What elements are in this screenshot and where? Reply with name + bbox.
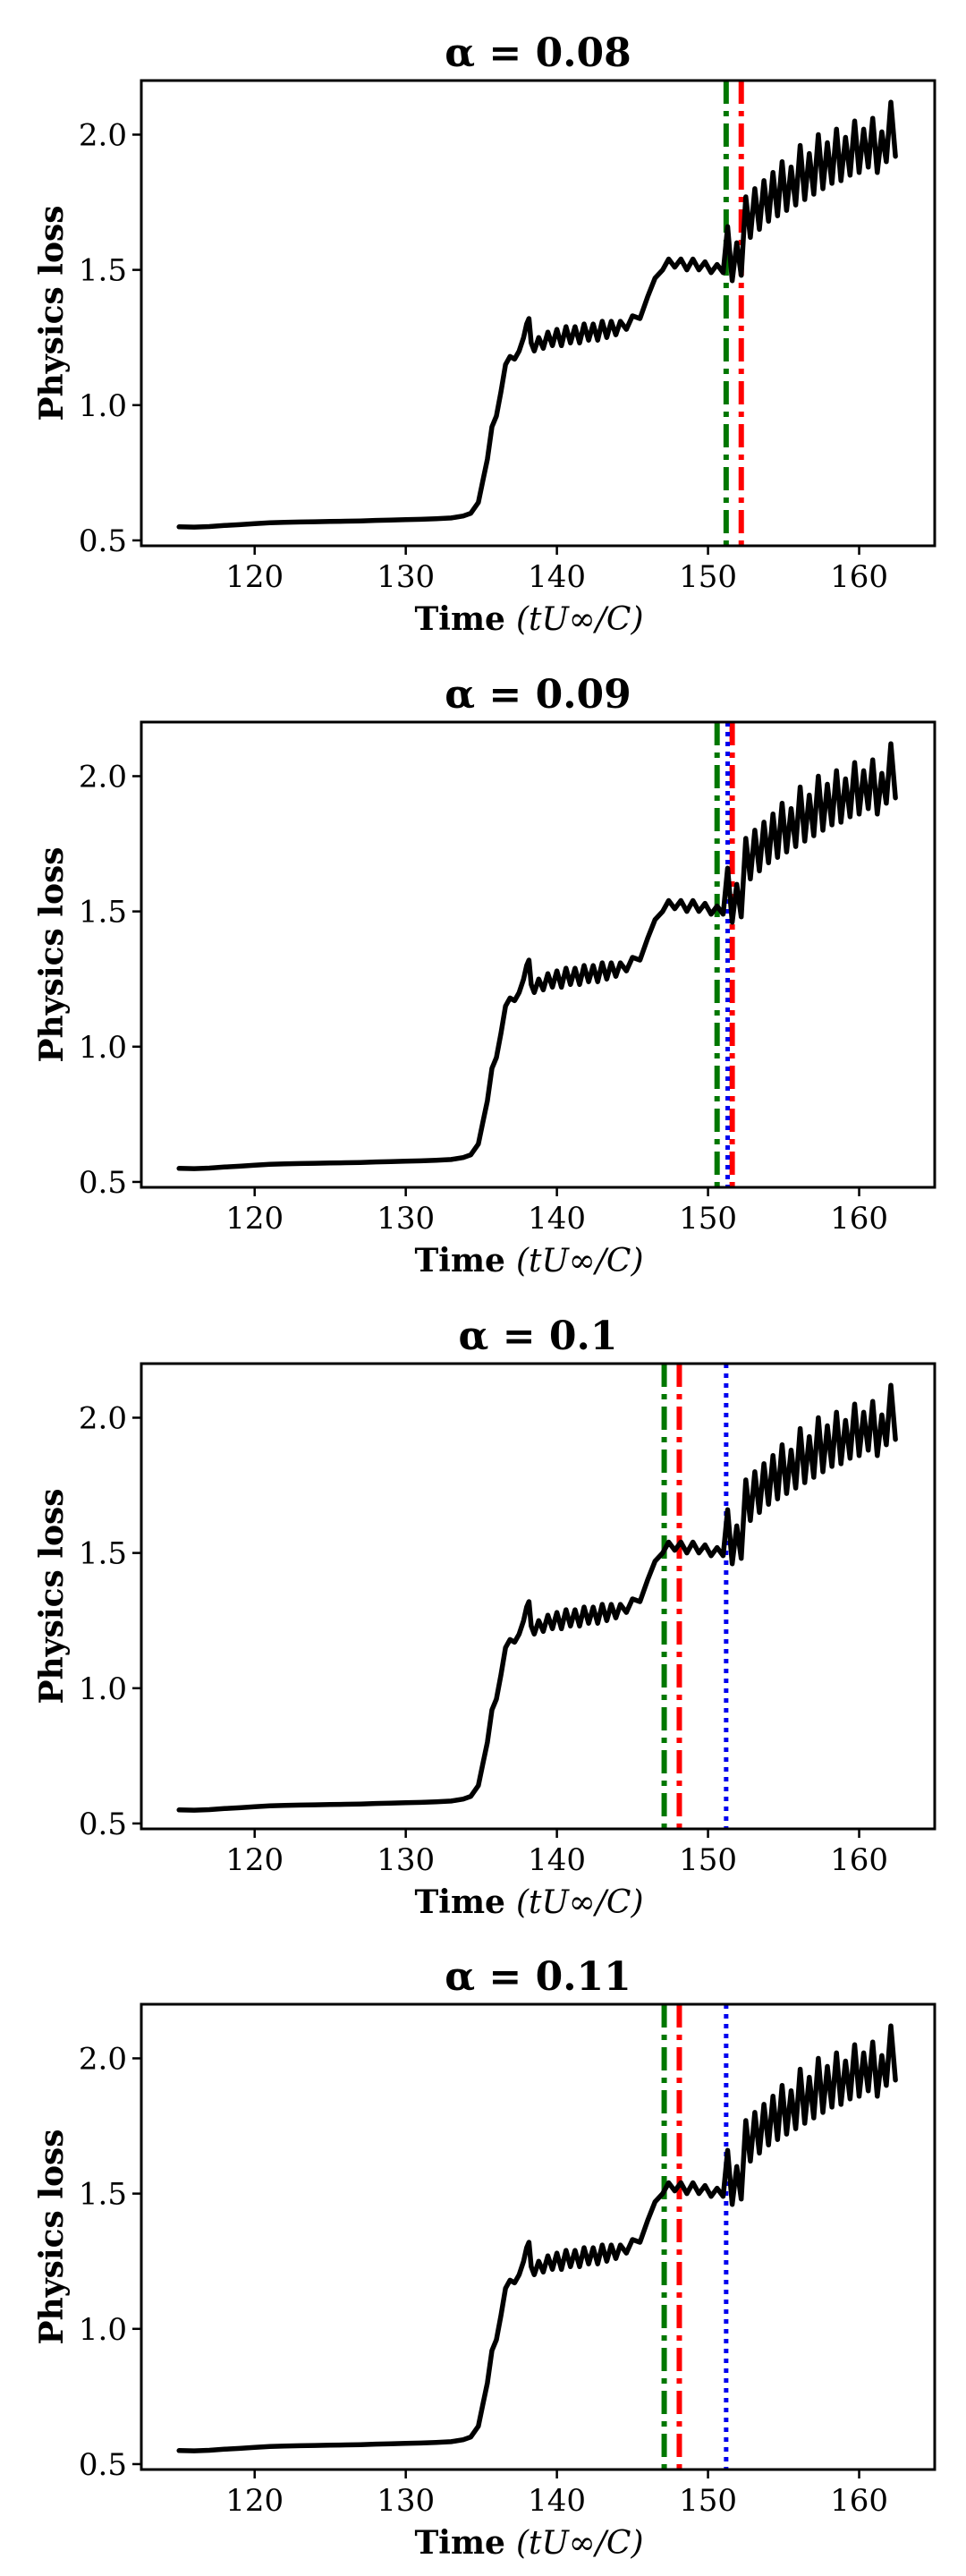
x-axis-label-word: Time (414, 2524, 504, 2562)
y-tick-label: 0.5 (79, 2447, 127, 2483)
chart-panel-1: α = 0.08 120 130 140 150 160 0.5 1.0 1.5 2.0 Time (… (33, 30, 936, 638)
x-axis-label: Time (tU∞/C) (414, 600, 643, 638)
x-tick-label: 120 (225, 1842, 284, 1878)
x-tick-label: 150 (679, 2483, 737, 2519)
x-tick-label: 130 (377, 1842, 435, 1878)
x-tick-label: 130 (377, 2483, 435, 2519)
y-axis-label: Physics loss (33, 205, 71, 421)
x-axis-label-word: Time (414, 1883, 504, 1921)
x-axis-label-math: (tU∞/C) (516, 2525, 644, 2562)
x-tick-label: 130 (377, 559, 435, 595)
chart-title: α = 0.09 (445, 672, 631, 718)
y-tick-label: 1.0 (79, 2312, 127, 2348)
series-line-physics-loss (176, 741, 898, 1171)
y-tick-label: 2.0 (79, 759, 127, 795)
x-tick-label: 140 (528, 559, 586, 595)
y-tick-label: 2.0 (79, 2041, 127, 2077)
y-tick-label: 2.0 (79, 1400, 127, 1436)
y-axis-label: Physics loss (33, 846, 71, 1062)
y-tick-label: 1.5 (79, 253, 127, 289)
y-tick-label: 0.5 (79, 523, 127, 559)
y-tick-label: 1.0 (79, 388, 127, 424)
x-tick-label: 160 (830, 1201, 888, 1237)
chart-title: α = 0.1 (459, 1314, 618, 1359)
chart-title: α = 0.11 (445, 1954, 631, 2000)
axes-frame (140, 720, 936, 1189)
chart-panel-4: α = 0.11 120 130 140 150 160 0.5 1.0 1.5 2.0 Time (… (33, 1954, 936, 2562)
axes-frame (140, 79, 936, 548)
chart-panel-2: α = 0.09 120 130 140 150 160 0.5 1.0 1.5 2.0 Time (… (33, 672, 936, 1279)
y-tick-label: 2.0 (79, 117, 127, 153)
series-line-physics-loss (176, 99, 898, 530)
y-tick-label: 1.0 (79, 1671, 127, 1707)
x-axis-label-math: (tU∞/C) (516, 1884, 644, 1921)
x-axis-label-word: Time (414, 600, 504, 638)
x-tick-label: 160 (830, 559, 888, 595)
x-tick-label: 150 (679, 559, 737, 595)
y-tick-label: 1.0 (79, 1030, 127, 1066)
series-line-physics-loss (176, 2023, 898, 2453)
x-axis-label-math: (tU∞/C) (516, 1243, 644, 1279)
x-tick-label: 120 (225, 1201, 284, 1237)
x-tick-label: 120 (225, 2483, 284, 2519)
y-tick-label: 0.5 (79, 1807, 127, 1842)
x-tick-label: 140 (528, 1842, 586, 1878)
x-tick-label: 150 (679, 1201, 737, 1237)
x-tick-label: 160 (830, 1842, 888, 1878)
x-tick-label: 140 (528, 1201, 586, 1237)
x-tick-label: 160 (830, 2483, 888, 2519)
y-tick-label: 1.5 (79, 1536, 127, 1572)
y-axis-label: Physics loss (33, 1488, 71, 1704)
x-axis-label-math: (tU∞/C) (516, 601, 644, 638)
x-axis-label: Time (tU∞/C) (414, 1883, 643, 1921)
chart-panel-3: α = 0.1 120 130 140 150 160 0.5 1.0 1.5 2.0 Time (t… (33, 1314, 936, 1921)
x-axis-label: Time (tU∞/C) (414, 1242, 643, 1279)
chart-title: α = 0.08 (445, 30, 631, 76)
x-axis-label-word: Time (414, 1242, 504, 1279)
x-tick-label: 120 (225, 559, 284, 595)
x-axis-label: Time (tU∞/C) (414, 2524, 643, 2562)
y-tick-label: 1.5 (79, 2177, 127, 2213)
axes-frame (140, 1362, 936, 1831)
x-tick-label: 150 (679, 1842, 737, 1878)
y-tick-label: 0.5 (79, 1165, 127, 1201)
axes-frame (140, 2002, 936, 2471)
series-line-physics-loss (176, 1382, 898, 1813)
x-tick-label: 140 (528, 2483, 586, 2519)
y-axis-label: Physics loss (33, 2129, 71, 2344)
y-tick-label: 1.5 (79, 895, 127, 931)
x-tick-label: 130 (377, 1201, 435, 1237)
